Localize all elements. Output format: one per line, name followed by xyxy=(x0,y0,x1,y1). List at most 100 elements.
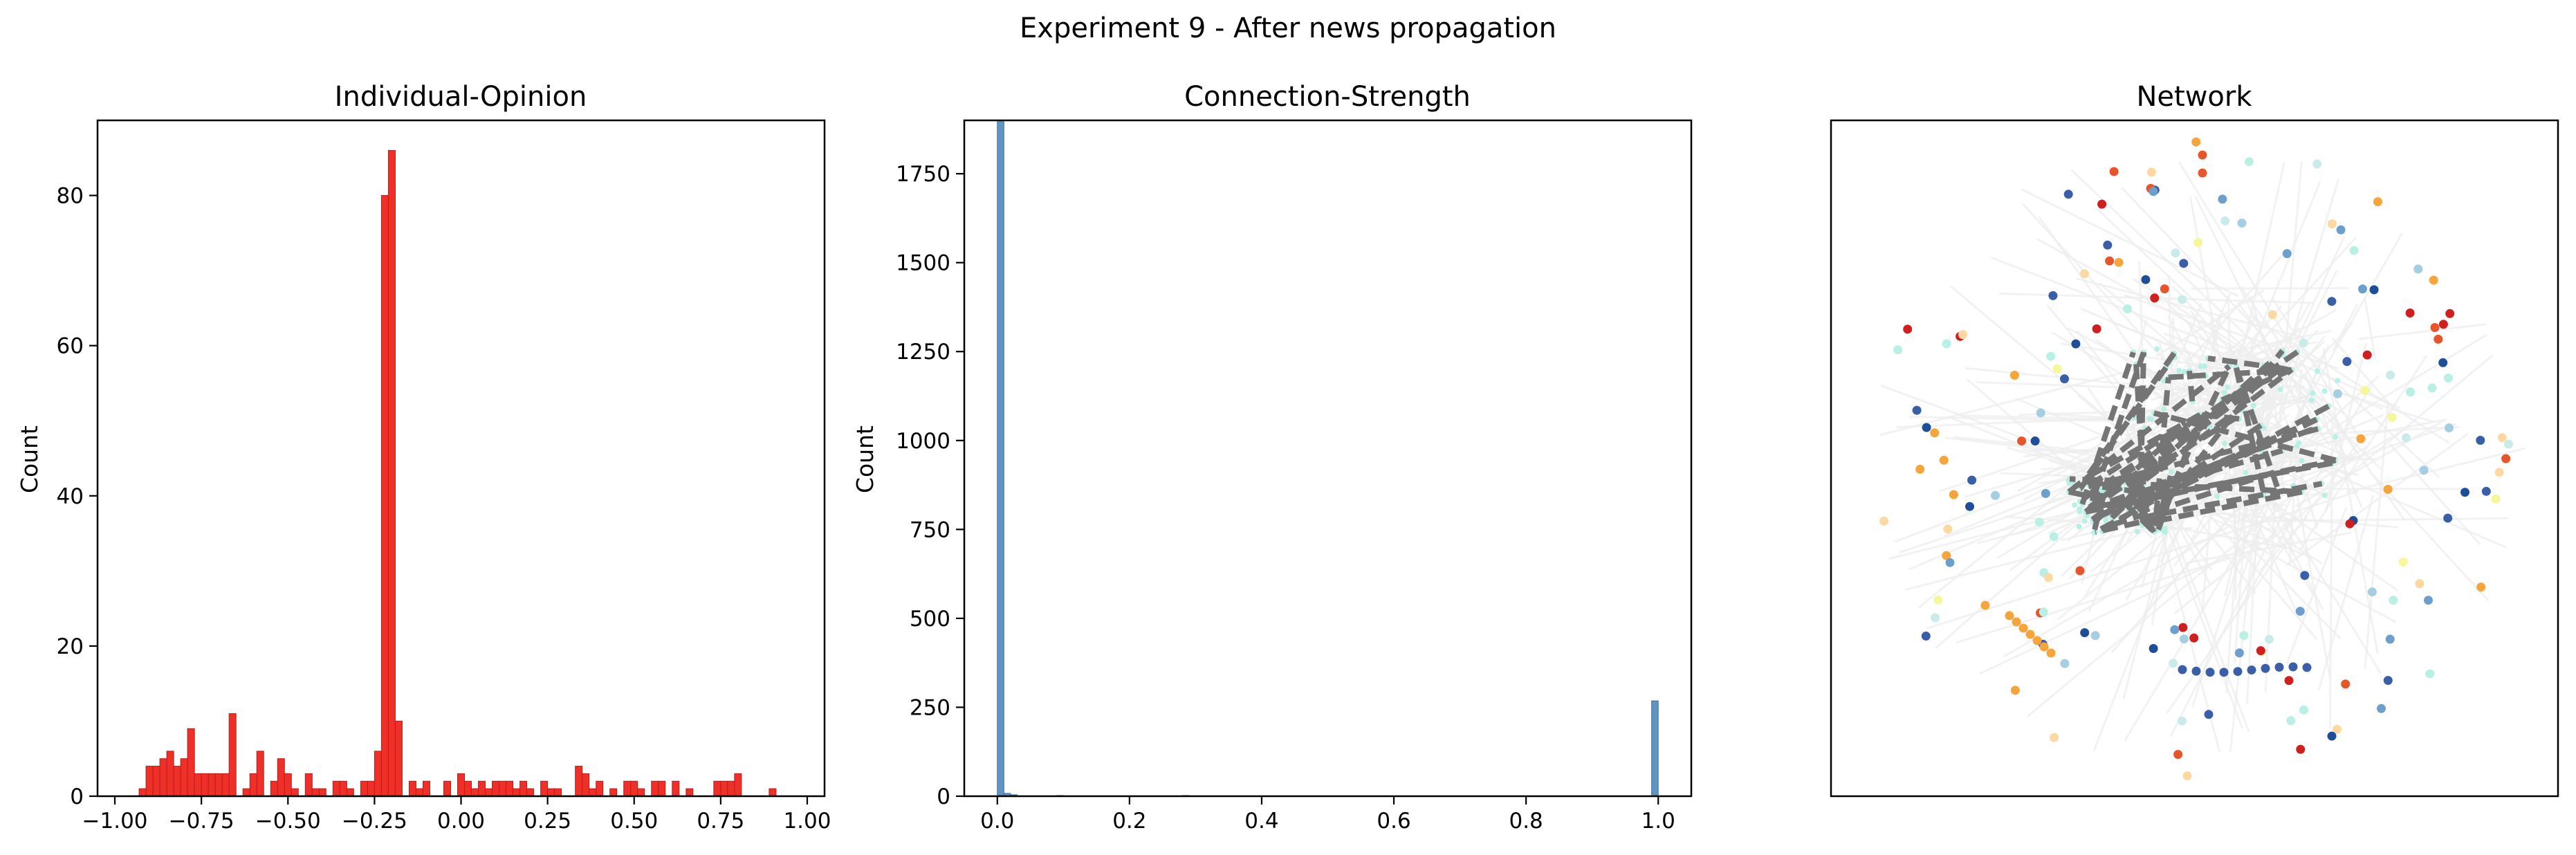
network-node xyxy=(1991,490,2000,500)
network-node xyxy=(1943,524,1953,534)
opinion-bar xyxy=(609,788,618,797)
network-core-edges xyxy=(2067,349,2337,535)
network-node xyxy=(1965,502,1974,511)
network-node xyxy=(2160,284,2169,294)
network-node xyxy=(2367,587,2377,597)
opinion-bar xyxy=(651,780,659,797)
opinion-bar xyxy=(277,758,285,797)
network-background-edge xyxy=(2123,293,2339,370)
opinion-histogram-ylabel: Count xyxy=(16,425,43,493)
opinion-xtick-label: 0.50 xyxy=(610,809,658,834)
network-node xyxy=(1915,464,1925,474)
opinion-bar xyxy=(152,766,160,797)
network-node xyxy=(2041,488,2050,498)
network-node xyxy=(2302,663,2312,672)
opinion-bar xyxy=(138,788,147,797)
network-background-edge xyxy=(2346,447,2526,494)
network-background-edge xyxy=(2080,307,2206,362)
network-core-node xyxy=(2161,406,2167,412)
network-node xyxy=(2445,309,2455,318)
network-background-edge xyxy=(2003,445,2368,658)
network-node xyxy=(2182,771,2192,780)
network-core-node xyxy=(2154,346,2160,352)
network-node xyxy=(2191,666,2201,676)
network-node xyxy=(2328,219,2337,229)
network-node xyxy=(2039,642,2049,652)
network-node xyxy=(2178,295,2187,304)
network-background-edge xyxy=(2364,297,2377,360)
network-node xyxy=(2198,168,2207,178)
network-node xyxy=(1949,490,1958,499)
opinion-histogram-bars xyxy=(138,149,777,797)
network-core-edge xyxy=(2151,365,2232,527)
opinion-ytick-label: 80 xyxy=(57,184,84,209)
network-node xyxy=(2178,665,2187,674)
opinion-bar xyxy=(734,773,742,797)
network-node xyxy=(2373,197,2382,207)
network-background-edge xyxy=(2128,335,2247,432)
opinion-bar xyxy=(270,780,278,797)
opinion-bar xyxy=(360,780,368,797)
opinion-bar xyxy=(145,766,154,797)
network-background-edge xyxy=(2328,416,2334,729)
opinion-bar xyxy=(187,728,195,797)
network-node xyxy=(2494,468,2504,477)
network-node xyxy=(2358,284,2367,294)
network-node xyxy=(2017,436,2027,445)
network-node xyxy=(2097,199,2107,209)
network-node xyxy=(1945,558,1955,567)
network-core-node xyxy=(2076,524,2082,530)
opinion-bar xyxy=(415,788,423,797)
network-node xyxy=(2012,617,2021,627)
network-node xyxy=(2233,667,2243,677)
opinion-bar xyxy=(214,773,223,797)
network-node xyxy=(2103,240,2113,250)
network-background-edge xyxy=(2285,432,2469,567)
opinion-bar xyxy=(443,780,451,797)
network-background-edge xyxy=(1879,367,2140,436)
network-background-edge xyxy=(2133,278,2345,415)
network-core-node xyxy=(2077,508,2083,515)
strength-xtick-label: 0.8 xyxy=(1509,809,1543,834)
opinion-bar xyxy=(547,788,555,797)
opinion-bar xyxy=(686,788,694,797)
network-node xyxy=(2030,436,2040,445)
network-node xyxy=(2333,389,2342,398)
opinion-xtick-label: 0.25 xyxy=(524,809,571,834)
network-node xyxy=(2220,216,2230,226)
network-core-edge xyxy=(2078,361,2172,490)
network-node xyxy=(2036,408,2045,418)
network-node xyxy=(1903,324,1913,334)
figure-suptitle: Experiment 9 - After news propagation xyxy=(1020,12,1556,44)
opinion-bar xyxy=(506,780,514,797)
opinion-bar xyxy=(242,788,250,797)
strength-histogram-title: Connection-Strength xyxy=(1184,81,1471,113)
opinion-bar xyxy=(339,780,347,797)
network-node xyxy=(2092,324,2101,333)
opinion-xtick-label: −0.25 xyxy=(342,809,407,834)
network-core-node xyxy=(2299,458,2305,464)
opinion-bar xyxy=(422,780,430,797)
network-node xyxy=(2476,436,2485,445)
opinion-bar xyxy=(256,751,264,797)
network-core-edge xyxy=(2095,515,2162,535)
network-node xyxy=(2300,571,2310,580)
network-node xyxy=(2342,357,2352,367)
opinion-bar xyxy=(499,780,507,797)
opinion-xtick-label: 0.75 xyxy=(697,809,744,834)
network-core-edge xyxy=(2133,364,2146,485)
opinion-bar xyxy=(284,773,292,797)
network-node xyxy=(2034,517,2044,527)
opinion-bar xyxy=(201,773,209,797)
network-background-edge xyxy=(2148,454,2257,594)
network-node xyxy=(1930,428,1940,438)
network-node xyxy=(2360,386,2370,395)
network-node xyxy=(2032,636,2042,645)
network-node xyxy=(2149,644,2158,653)
network-node xyxy=(2295,607,2305,616)
strength-xtick-label: 0.2 xyxy=(1112,809,1146,834)
network-node xyxy=(2239,631,2249,641)
network-core-edge xyxy=(2092,360,2272,525)
network-node xyxy=(2405,309,2415,318)
network-node xyxy=(2286,716,2296,726)
